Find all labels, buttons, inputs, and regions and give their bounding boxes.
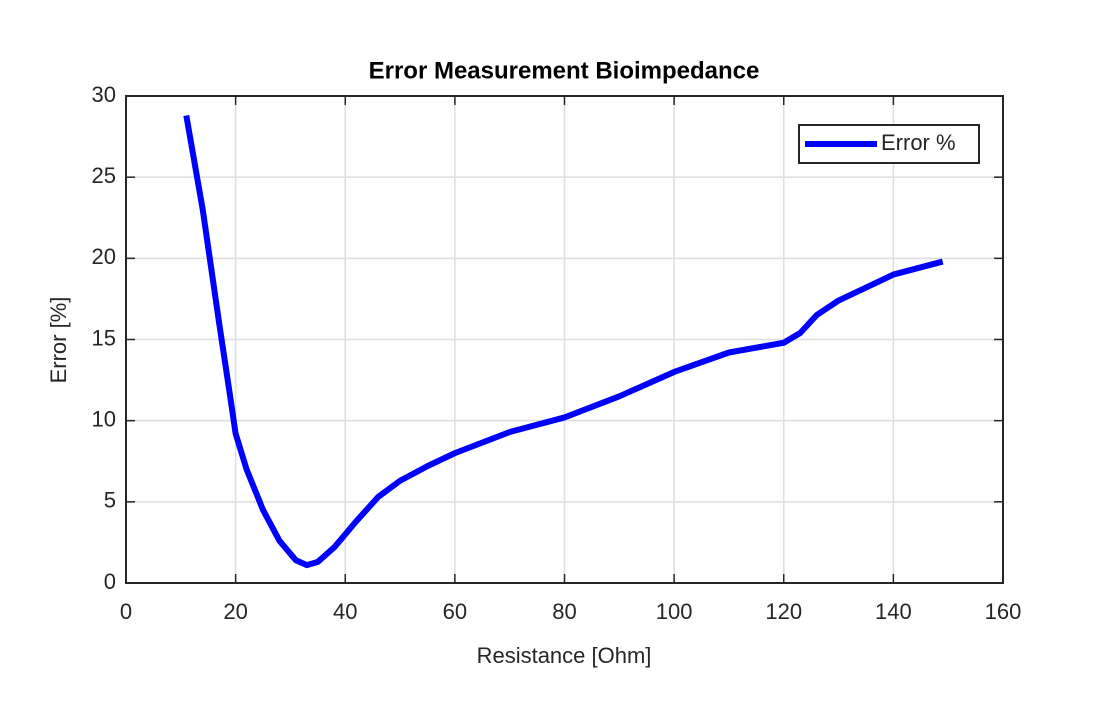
y-tick-label: 10 [92,406,116,431]
y-tick-label: 15 [92,325,116,350]
y-tick-label: 25 [92,163,116,188]
y-tick-label: 5 [104,488,116,513]
chart-title: Error Measurement Bioimpedance [369,57,760,84]
x-axis-label: Resistance [Ohm] [477,643,652,668]
x-tick-label: 80 [552,599,576,624]
y-axis-label: Error [%] [46,297,71,384]
x-tick-label: 0 [120,599,132,624]
x-tick-label: 100 [656,599,693,624]
x-tick-label: 40 [333,599,357,624]
y-tick-label: 20 [92,244,116,269]
x-tick-label: 140 [875,599,912,624]
legend-label: Error % [881,130,956,155]
x-tick-label: 160 [985,599,1022,624]
x-tick-label: 60 [443,599,467,624]
y-tick-label: 0 [104,569,116,594]
plot-frame [125,95,1004,584]
x-tick-label: 120 [765,599,802,624]
y-tick-label: 30 [92,82,116,107]
x-tick-label: 20 [223,599,247,624]
data-line [183,114,944,569]
